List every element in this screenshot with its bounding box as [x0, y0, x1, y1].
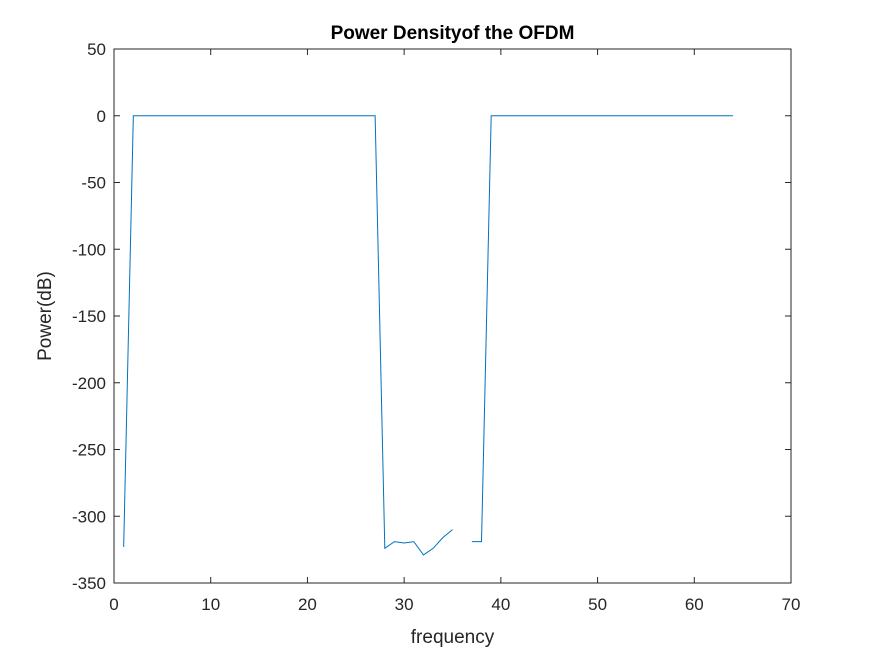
series-line: [123, 115, 453, 556]
y-tick-label: -300: [72, 507, 106, 526]
x-tick-label: 30: [395, 595, 414, 614]
x-tick-label: 0: [109, 595, 118, 614]
x-tick-label: 40: [491, 595, 510, 614]
y-tick-label: -250: [72, 441, 106, 460]
x-tick-label: 10: [201, 595, 220, 614]
x-tick-label: 20: [298, 595, 317, 614]
y-axis-label: Power(dB): [35, 271, 56, 361]
x-tick-label: 60: [685, 595, 704, 614]
chart-title: Power Densityof the OFDM: [331, 23, 575, 44]
series-line: [471, 115, 733, 543]
y-tick-label: -50: [81, 174, 106, 193]
y-tick-label: 0: [97, 107, 106, 126]
x-tick-label: 70: [782, 595, 801, 614]
x-axis: 0 10 20 30 40 50 60 70: [109, 49, 800, 614]
y-tick-label: -200: [72, 374, 106, 393]
series-layer: [123, 115, 733, 556]
y-axis: 50 0 -50 -100 -150 -200 -250 -300 -350: [72, 40, 791, 593]
y-tick-label: -350: [72, 574, 106, 593]
y-tick-label: -100: [72, 240, 106, 259]
y-tick-label: -150: [72, 307, 106, 326]
y-tick-label: 50: [87, 40, 106, 59]
plot-area: [113, 48, 792, 584]
x-axis-label: frequency: [411, 627, 495, 648]
x-tick-label: 50: [588, 595, 607, 614]
